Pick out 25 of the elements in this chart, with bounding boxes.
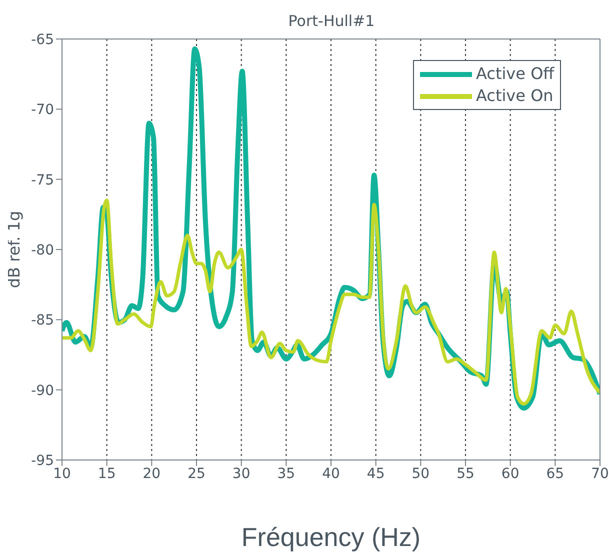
x-tick-label: 65 [546,466,564,482]
x-tick-label: 60 [501,466,520,482]
x-tick-label: 15 [98,466,116,482]
line-series [62,198,600,406]
x-tick-label: 10 [53,466,71,482]
x-tick-label: 35 [277,466,296,482]
x-tick-label: 50 [412,466,430,482]
legend-label: Active Off [476,63,554,85]
y-tick-label: -65 [31,32,54,48]
y-tick-label: -70 [31,102,54,118]
chart-title: Port-Hull#1 [287,12,376,30]
y-tick-label: -95 [31,452,54,469]
legend-label: Active On [476,85,554,107]
x-tick-label: 55 [456,466,474,482]
y-tick-label: -75 [31,172,54,188]
x-axis-title: Fréquency (Hz) [241,522,421,552]
y-tick-label: -85 [31,312,54,329]
y-tick-label: -90 [31,382,54,399]
x-tick-label: 20 [142,466,161,482]
x-tick-label: 25 [188,466,206,482]
x-tick-label: 30 [232,466,250,482]
x-tick-label: 40 [322,466,340,482]
x-tick-label: 45 [366,466,385,482]
x-tick-label: 70 [591,466,609,482]
y-tick-label: -80 [31,242,54,258]
